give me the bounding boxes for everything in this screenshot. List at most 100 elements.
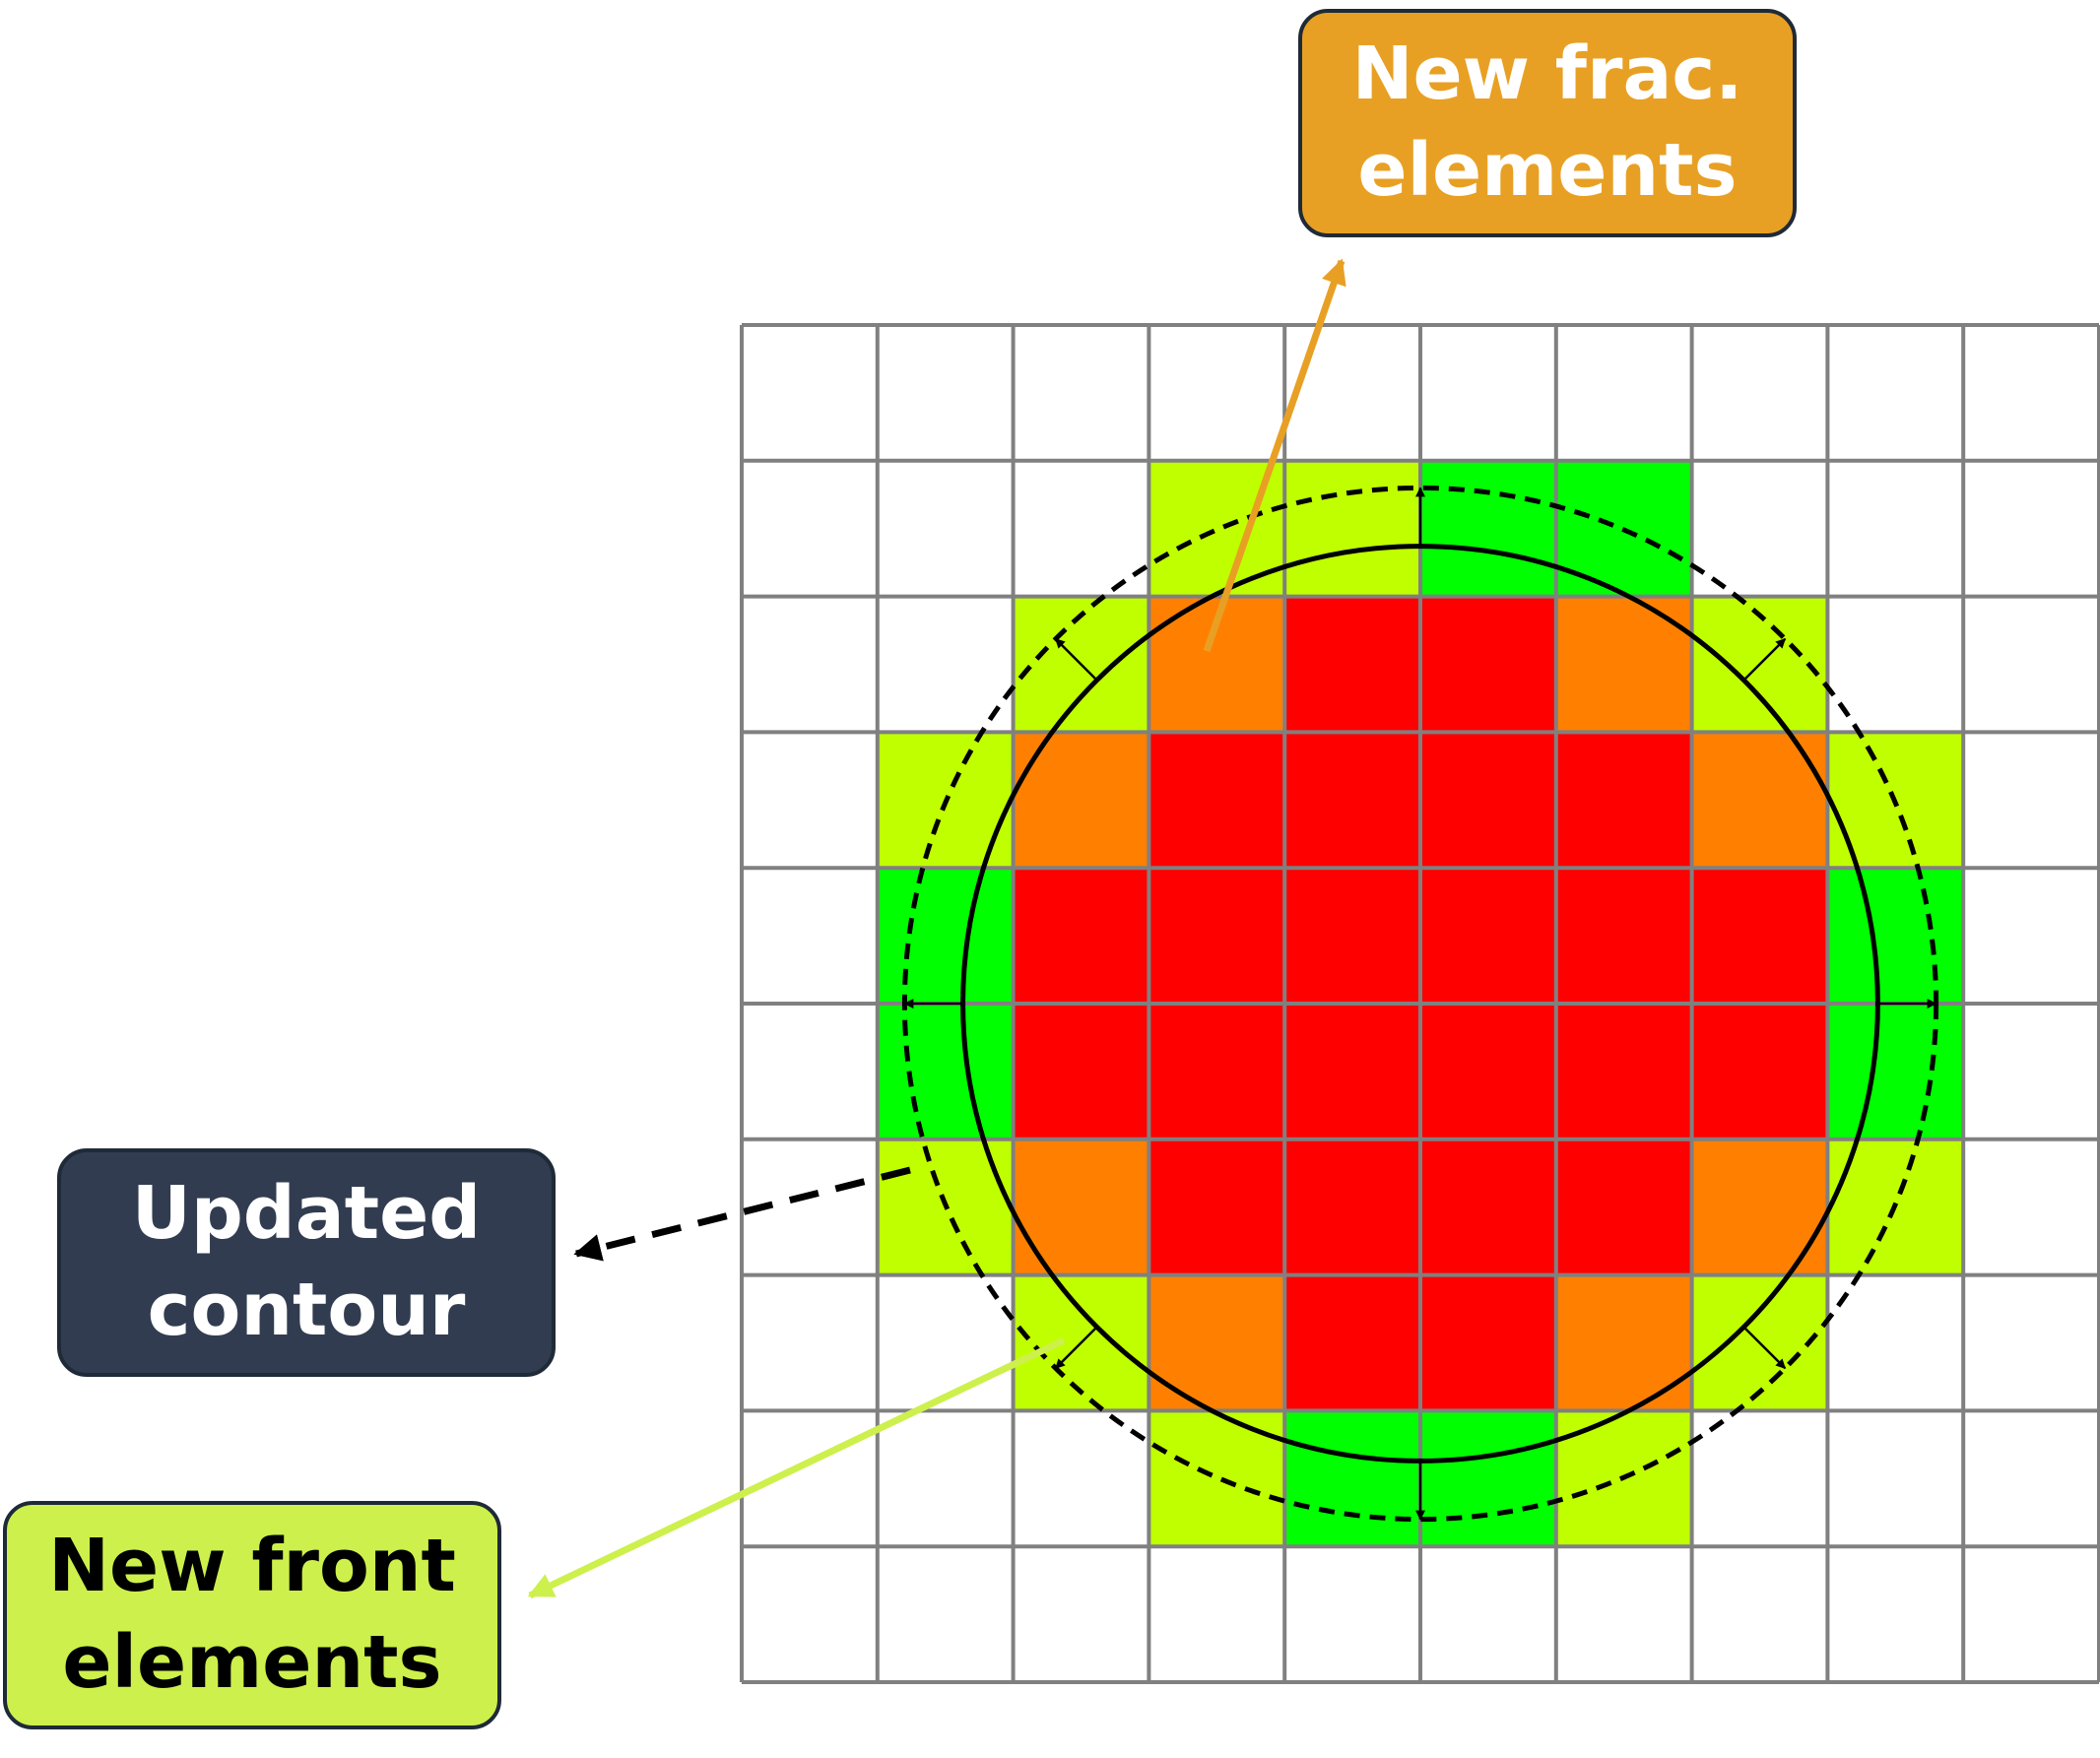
mesh-cell-fractured [1013, 1004, 1149, 1139]
mesh-cell-front [1420, 1410, 1556, 1547]
arrow-icon [1742, 1326, 1787, 1370]
mesh-cell-empty [1963, 1139, 2099, 1275]
mesh-cell-empty [1013, 460, 1149, 597]
mesh-cell-fractured [1284, 596, 1420, 733]
mesh-cell-new-frac [1691, 1139, 1828, 1275]
contour-callout-arrow [573, 1166, 911, 1262]
mesh-cell-empty [1148, 325, 1285, 461]
arrow-icon [1054, 1326, 1098, 1370]
mesh-cell-new-frac [1148, 1274, 1285, 1411]
updated-contour-label: Updated contour [57, 1148, 556, 1377]
mesh-cell-empty [1013, 1546, 1149, 1682]
mesh-cell-fractured [1691, 868, 1828, 1004]
mesh-cell-front [1420, 460, 1556, 597]
mesh-cell-new-frac [1555, 1274, 1692, 1411]
mesh-cell-empty [1284, 325, 1420, 461]
mesh-cell-empty [742, 325, 878, 461]
mesh-cell-empty [877, 460, 1014, 597]
mesh-cell-fractured [1284, 1139, 1420, 1275]
mesh-cell-fractured [1284, 868, 1420, 1004]
mesh-cell-empty [742, 1274, 878, 1411]
mesh-cell-fractured [1555, 732, 1692, 869]
mesh-cell-fractured [1284, 732, 1420, 869]
mesh-cell-empty [1963, 1410, 2099, 1547]
mesh-cell-fractured [1148, 868, 1285, 1004]
mesh-cell-empty [1420, 325, 1556, 461]
mesh-cell-empty [1148, 1546, 1285, 1682]
mesh-cell-empty [1963, 325, 2099, 461]
mesh-cell-empty [1963, 868, 2099, 1004]
frac-callout-arrow [1203, 258, 1346, 653]
mesh-grid-lines [740, 323, 2100, 1684]
mesh-cell-empty [1963, 1004, 2099, 1139]
mesh-cell-fractured [1420, 1274, 1556, 1411]
mesh-cell-fractured [1148, 732, 1285, 869]
mesh-cell-fractured [1420, 1139, 1556, 1275]
mesh-cell-empty [1827, 1546, 1964, 1682]
mesh-cell-fractured [1284, 1004, 1420, 1139]
mesh-cell-empty [1827, 1274, 1964, 1411]
mesh-cell-empty [742, 596, 878, 733]
mesh-cell-new-frac [1013, 1139, 1149, 1275]
mesh-cell-new-frac [1013, 732, 1149, 869]
arrow-icon [1742, 637, 1787, 682]
mesh-cell-fractured [1420, 1004, 1556, 1139]
mesh-cell-empty [742, 732, 878, 869]
mesh-cell-empty [1963, 596, 2099, 733]
mesh-cell-empty [1284, 1546, 1420, 1682]
mesh-cell-front [1827, 868, 1964, 1004]
mesh-cell-fractured [1284, 1274, 1420, 1411]
mesh-cell-empty [1691, 460, 1828, 597]
mesh-cell-front [1284, 1410, 1420, 1547]
mesh-cell-front [1827, 1004, 1964, 1139]
mesh-cell-fractured [1420, 868, 1556, 1004]
mesh-cell-empty [877, 1546, 1014, 1682]
new-frac-elements-label: New frac. elements [1298, 9, 1797, 237]
mesh-cell-empty [1963, 732, 2099, 869]
mesh-cell-empty [1013, 1410, 1149, 1547]
front-callout-arrow [527, 1336, 1066, 1599]
mesh-cell-fractured [1691, 1004, 1828, 1139]
mesh-cell-new-frac [1555, 596, 1692, 733]
mesh-cells [742, 325, 2099, 1682]
mesh-cell-empty [742, 1546, 878, 1682]
contour-growth-arrows [903, 487, 1937, 1521]
mesh-cell-empty [1691, 1546, 1828, 1682]
mesh-cell-empty [742, 1410, 878, 1547]
mesh-cell-empty [742, 460, 878, 597]
mesh-cell-empty [1013, 325, 1149, 461]
mesh-cell-new-frac [1691, 732, 1828, 869]
mesh-cell-fractured [1013, 868, 1149, 1004]
mesh-cell-empty [1691, 325, 1828, 461]
mesh-cell-fractured [1555, 868, 1692, 1004]
mesh-cell-front [877, 1004, 1014, 1139]
mesh-cell-fractured [1420, 596, 1556, 733]
mesh-cell-empty [1827, 596, 1964, 733]
mesh-cell-empty [1827, 325, 1964, 461]
mesh-cell-fractured [1148, 1139, 1285, 1275]
mesh-cell-empty [877, 325, 1014, 461]
mesh-cell-new-front [1284, 460, 1420, 597]
mesh-cell-fractured [1420, 732, 1556, 869]
mesh-cell-fractured [1555, 1139, 1692, 1275]
mesh-cell-fractured [1555, 1004, 1692, 1139]
mesh-cell-empty [1963, 460, 2099, 597]
mesh-cell-empty [1555, 1546, 1692, 1682]
mesh-cell-empty [1555, 325, 1692, 461]
arrow-icon [1054, 637, 1098, 682]
mesh-cell-empty [1963, 1274, 2099, 1411]
mesh-cell-empty [742, 868, 878, 1004]
mesh-cell-empty [1827, 460, 1964, 597]
mesh-cell-front [877, 868, 1014, 1004]
new-front-elements-label: New front elements [3, 1501, 501, 1729]
mesh-cell-empty [1420, 1546, 1556, 1682]
mesh-cell-empty [877, 1410, 1014, 1547]
mesh-cell-fractured [1148, 1004, 1285, 1139]
mesh-cell-empty [877, 1274, 1014, 1411]
mesh-cell-empty [1827, 1410, 1964, 1547]
mesh-cell-empty [1963, 1546, 2099, 1682]
mesh-cell-empty [1691, 1410, 1828, 1547]
mesh-cell-empty [877, 596, 1014, 733]
mesh-cell-empty [742, 1004, 878, 1139]
